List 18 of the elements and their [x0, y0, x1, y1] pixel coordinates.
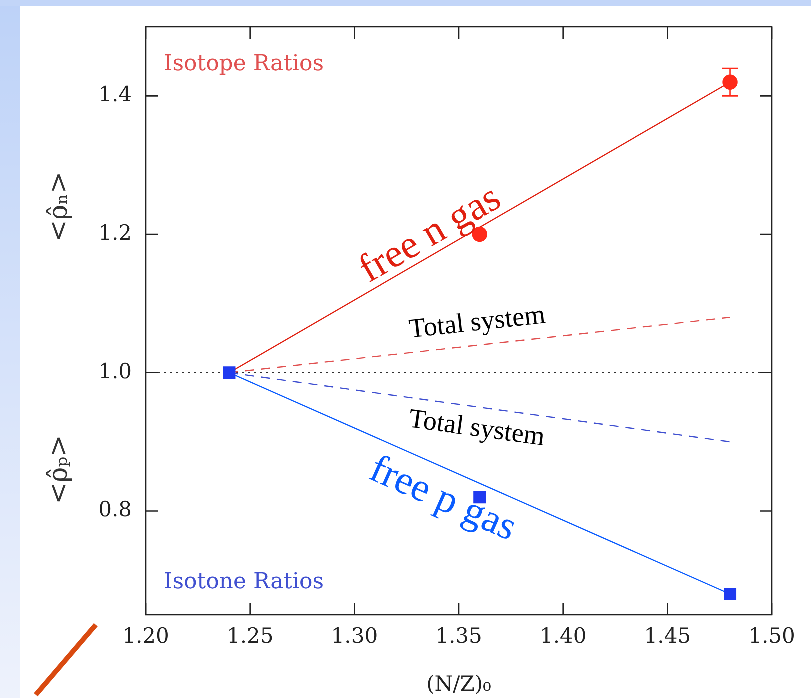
y-tick-label: 1.2 [98, 220, 132, 245]
y-tick-label: 1.0 [98, 359, 132, 384]
y-axis-title: <ρ̂ₙ> [44, 172, 74, 242]
x-tick-label: 1.30 [331, 624, 378, 648]
x-tick-label: 1.20 [122, 624, 170, 648]
x-tick-label: 1.25 [226, 624, 274, 648]
annotation: Isotone Ratios [164, 570, 324, 595]
annotation: Isotope Ratios [164, 52, 324, 77]
x-tick-label: 1.40 [540, 624, 587, 648]
text: Total system [408, 299, 547, 344]
y-tick-label: 1.4 [98, 82, 132, 107]
text: <ρ̂ₚ> [44, 435, 74, 504]
x-axis-title: (N/Z)₀ [426, 672, 492, 696]
x-tick-label: 1.50 [748, 624, 796, 648]
text: free n gas [350, 174, 508, 292]
x-tick-label: 1.45 [644, 624, 692, 648]
x-tick-label: 1.35 [436, 624, 482, 648]
y-tick-label: 0.8 [98, 498, 132, 522]
